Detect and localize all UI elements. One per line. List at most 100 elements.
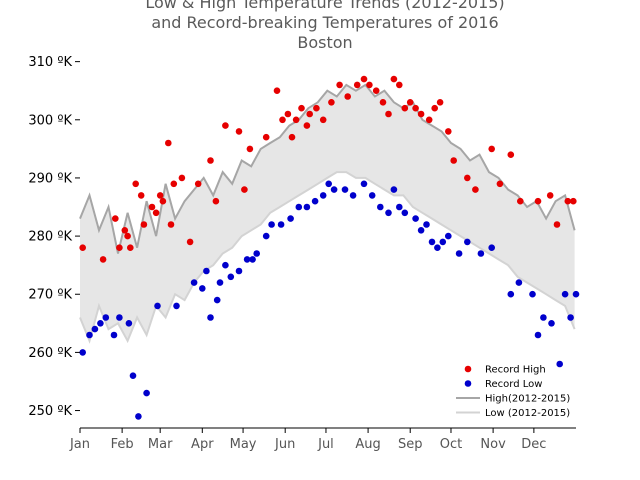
x-tick-label: Sep (398, 437, 423, 452)
record-high-point (194, 180, 202, 188)
legend-label-record-low: Record Low (485, 379, 542, 390)
record-high-point (553, 221, 561, 228)
record-low-point (216, 279, 224, 286)
y-tick-label: 250 ºK (28, 404, 72, 419)
record-high-point (436, 99, 444, 106)
record-low-point (330, 186, 338, 193)
record-high-point (165, 139, 172, 147)
record-high-point (372, 87, 380, 94)
record-high-point (570, 197, 577, 205)
record-low-point (86, 331, 93, 339)
record-low-point (412, 215, 419, 222)
record-high-point (235, 128, 243, 135)
x-tick-label: Jan (69, 437, 90, 452)
record-high-point (121, 227, 129, 234)
record-low-point (295, 203, 303, 211)
record-low-point (311, 197, 319, 205)
record-low-point (303, 203, 311, 211)
record-high-point (303, 122, 311, 129)
record-low-point (548, 320, 555, 327)
record-high-point (445, 128, 452, 135)
record-low-point (91, 325, 99, 333)
record-low-point (561, 290, 569, 298)
axes: 250 ºK 260 ºK 270 ºK 280 ºK 290 ºK 300 ºK 310 … (28, 55, 576, 452)
record-high-point (406, 99, 414, 106)
record-low-point (319, 192, 327, 199)
record-low-point (213, 296, 221, 304)
record-high-point (564, 197, 572, 205)
record-high-point (112, 215, 119, 222)
legend: Record High Record Low High(2012-2015) Low … (456, 365, 570, 419)
record-low-point (360, 180, 368, 188)
record-low-point (349, 192, 357, 199)
y-tick-label: 310 ºK (28, 55, 72, 70)
legend-label-low-2012-2015: Low (2012-2015) (485, 408, 570, 419)
x-tick-label: Dec (521, 437, 546, 452)
temperature-band-fill (80, 84, 575, 341)
record-high-point (401, 104, 409, 112)
record-high-point (360, 75, 368, 83)
record-high-point (262, 133, 270, 141)
record-low-point (572, 290, 580, 298)
record-high-point (137, 192, 145, 199)
record-high-point (273, 87, 281, 94)
record-high-point (186, 238, 194, 246)
record-high-point (79, 244, 86, 251)
record-low-point (385, 209, 392, 217)
record-low-point (507, 290, 515, 298)
legend-marker-record-low (464, 380, 472, 387)
record-low-point (390, 186, 398, 193)
record-high-point (99, 256, 107, 263)
record-low-point (243, 256, 251, 263)
record-high-point (178, 174, 186, 182)
record-low-point (203, 267, 210, 275)
record-high-point (246, 145, 254, 153)
record-high-point (488, 145, 496, 153)
y-tick-label: 290 ºK (28, 171, 72, 186)
record-high-point (279, 116, 286, 124)
record-high-point (170, 180, 178, 188)
record-low-point (488, 244, 496, 251)
y-tick-label: 300 ºK (28, 113, 72, 128)
record-high-point (127, 244, 134, 251)
record-low-point (268, 221, 275, 228)
record-high-point (417, 110, 425, 118)
record-high-point (507, 151, 515, 158)
record-low-point (125, 320, 133, 327)
record-low-point (396, 203, 403, 211)
record-high-point (132, 180, 139, 188)
record-low-point (529, 290, 536, 298)
record-low-point (567, 314, 574, 321)
record-high-point (496, 180, 504, 188)
record-low-point (79, 349, 86, 356)
record-high-point (116, 244, 123, 251)
record-low-point (325, 180, 333, 188)
x-tick-label: May (230, 437, 257, 452)
record-low-point (515, 279, 523, 286)
chart-title: Low & High Temperature Trends (2012-2015… (145, 0, 504, 52)
record-high-point (472, 186, 479, 193)
record-high-point (431, 104, 439, 112)
record-high-point (284, 110, 292, 118)
record-high-point (207, 157, 214, 164)
record-high-point (306, 110, 314, 118)
x-tick-label: Jun (274, 437, 295, 452)
record-low-point (455, 250, 463, 257)
record-high-point (124, 232, 131, 240)
record-low-point (97, 320, 104, 327)
record-high-point (292, 116, 300, 124)
title-line-2: and Record-breaking Temperatures of 2016 (151, 13, 498, 32)
record-high-point (298, 104, 305, 112)
record-low-point (423, 221, 430, 228)
record-low-point (287, 215, 294, 222)
fill-between-band (80, 84, 575, 341)
title-line-1: Low & High Temperature Trends (2012-2015… (145, 0, 504, 12)
legend-marker-record-high (464, 365, 472, 373)
record-low-point (434, 244, 441, 251)
record-low-point (368, 192, 376, 199)
record-points (79, 75, 580, 420)
record-low-point (445, 232, 452, 240)
record-high-point (212, 197, 220, 205)
x-tick-label: Apr (191, 437, 214, 452)
record-low-point (129, 372, 137, 380)
